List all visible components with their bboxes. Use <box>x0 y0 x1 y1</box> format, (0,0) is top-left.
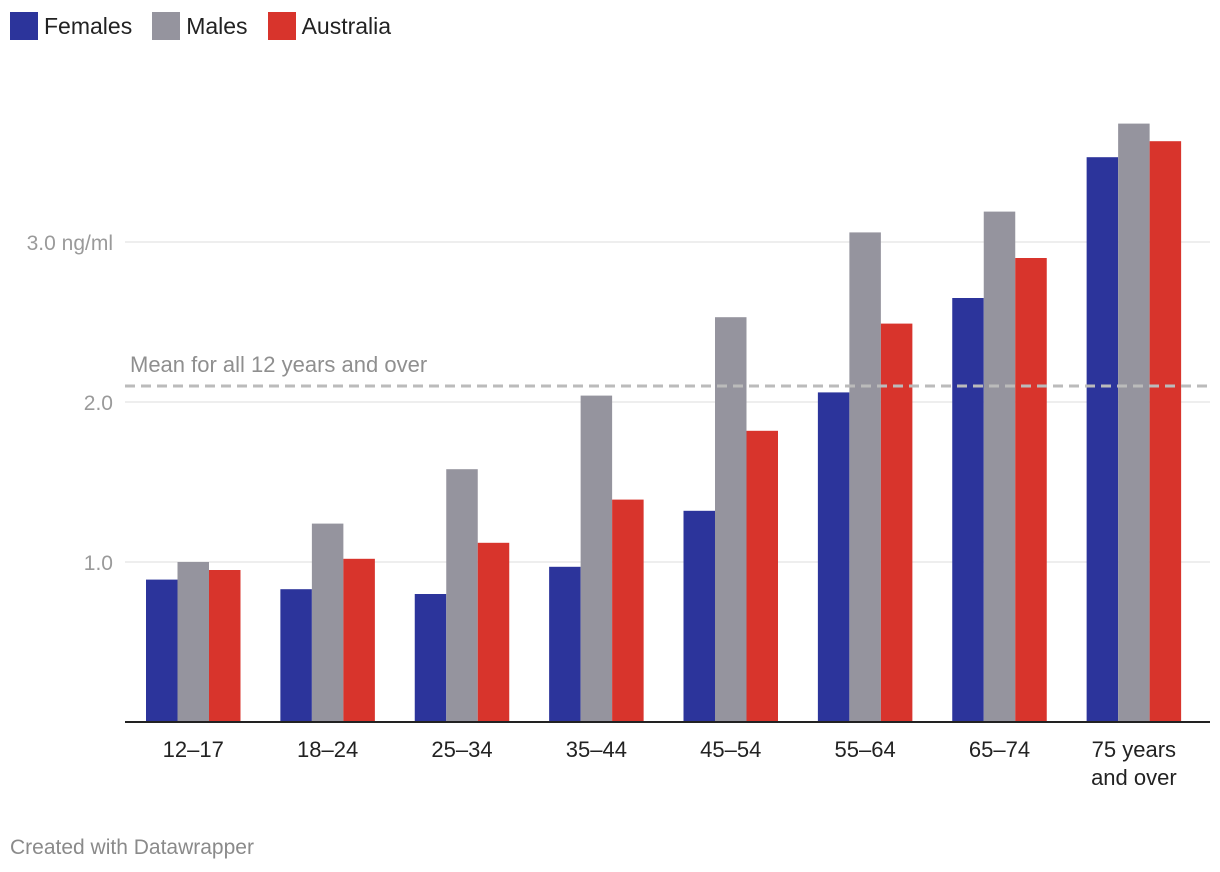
legend-item-males: Males <box>152 12 248 40</box>
legend-swatch-males <box>152 12 181 40</box>
bar-australia <box>1015 258 1047 722</box>
bar-chart: 1.0 2.0 3.0 ng/ml 12–17 18–24 25–34 35–44 45–54… <box>27 123 1210 790</box>
bar-females <box>683 510 715 722</box>
bar-females <box>817 392 850 722</box>
x-tick-label: and over <box>1091 765 1177 790</box>
bar-males <box>446 469 478 722</box>
bar-males <box>983 211 1016 722</box>
bar-australia <box>746 430 778 722</box>
bar-australia <box>209 570 241 722</box>
bar-males <box>311 523 344 722</box>
y-tick-label: 1.0 <box>84 552 113 575</box>
bar-females <box>549 566 581 722</box>
x-tick-label: 25–34 <box>431 737 492 762</box>
bar-females <box>146 579 178 722</box>
x-tick-label: 35–44 <box>566 737 627 762</box>
legend-item-australia: Australia <box>267 12 392 40</box>
bar-males <box>177 562 209 722</box>
datawrapper-credit: Created with Datawrapper <box>10 836 254 859</box>
x-tick-label: 45–54 <box>700 737 761 762</box>
bar-australia <box>343 558 375 722</box>
bar-males <box>1118 123 1150 723</box>
bar-australia <box>1149 141 1182 722</box>
y-tick-label: 2.0 <box>84 392 113 415</box>
x-tick-label: 12–17 <box>163 737 224 762</box>
x-tick-label: 65–74 <box>969 737 1030 762</box>
bar-females <box>1086 157 1119 722</box>
legend-swatch-females <box>10 12 38 40</box>
x-tick-label: 75 years <box>1092 737 1176 762</box>
y-tick-label: 3.0 ng/ml <box>27 232 113 255</box>
bar-females <box>952 298 984 722</box>
legend-label-australia: Australia <box>301 12 392 39</box>
x-tick-label: 55–64 <box>835 737 896 762</box>
x-tick-label: 18–24 <box>297 737 358 762</box>
bar-females <box>280 589 312 722</box>
bar-males <box>580 395 613 722</box>
bar-australia <box>612 499 644 722</box>
bar-australia <box>880 323 913 722</box>
legend-item-females: Females <box>10 12 132 40</box>
bar-males <box>715 317 747 722</box>
legend-label-females: Females <box>44 12 133 39</box>
bar-females <box>414 594 447 722</box>
legend-label-males: Males <box>186 12 248 39</box>
legend-swatch-australia <box>267 12 296 40</box>
chart-legend: Females Males Australia <box>10 12 411 40</box>
bar-males <box>849 232 881 722</box>
bar-australia <box>477 542 510 722</box>
mean-reference-label: Mean for all 12 years and over <box>130 352 427 377</box>
